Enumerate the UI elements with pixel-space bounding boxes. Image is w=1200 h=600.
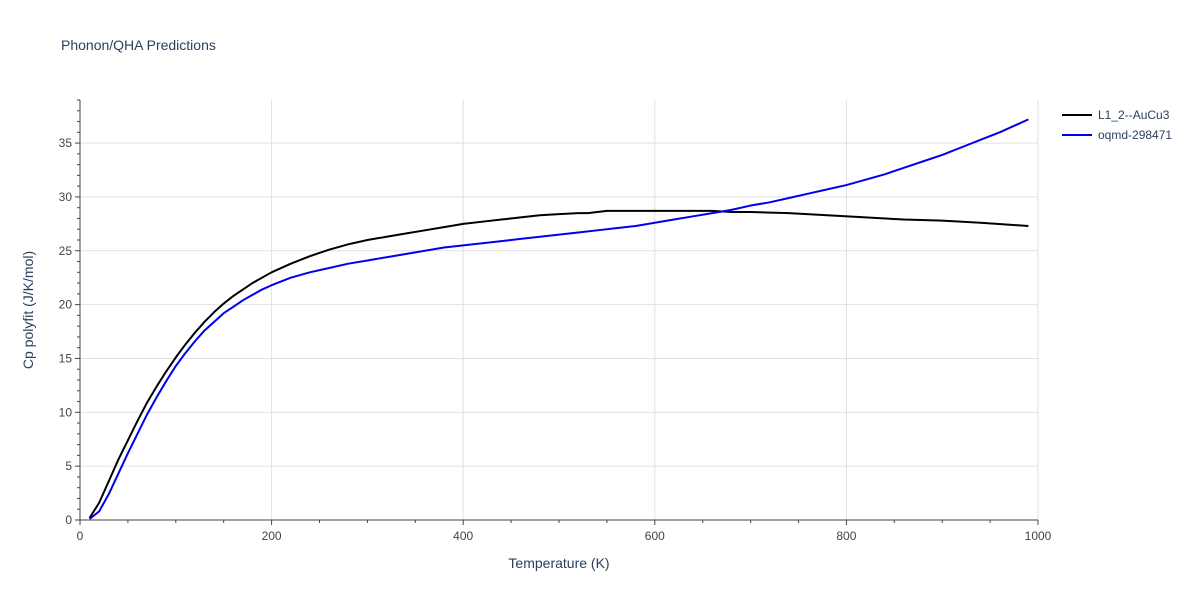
y-tick-label: 15 [59,351,73,365]
x-tick-label: 1000 [1025,529,1052,543]
grid [80,100,1039,520]
legend: L1_2--AuCu3 oqmd-298471 [1062,108,1172,142]
legend-label: L1_2--AuCu3 [1098,108,1170,122]
series-line [88,118,1029,520]
axes: 0 200 400 600 800 1000 0 5 10 15 20 25 30 35 [59,99,1052,543]
y-tick-label: 35 [59,136,73,150]
y-axis-title: Cp polyfit (J/K/mol) [20,251,36,369]
x-tick-label: 800 [836,529,856,543]
y-tick-label: 25 [59,244,73,258]
series-group [88,118,1029,520]
chart-title: Phonon/QHA Predictions [61,37,216,53]
x-tick-label: 0 [77,529,84,543]
y-tick-label: 30 [59,190,73,204]
legend-label: oqmd-298471 [1098,128,1172,142]
x-tick-label: 400 [453,529,473,543]
y-tick-label: 10 [59,405,73,419]
series-line [88,209,1029,519]
x-tick-label: 200 [262,529,282,543]
x-tick-label: 600 [645,529,665,543]
x-axis-title: Temperature (K) [508,555,609,571]
y-tick-label: 20 [59,298,73,312]
y-tick-label: 0 [65,513,72,527]
y-tick-label: 5 [65,459,72,473]
